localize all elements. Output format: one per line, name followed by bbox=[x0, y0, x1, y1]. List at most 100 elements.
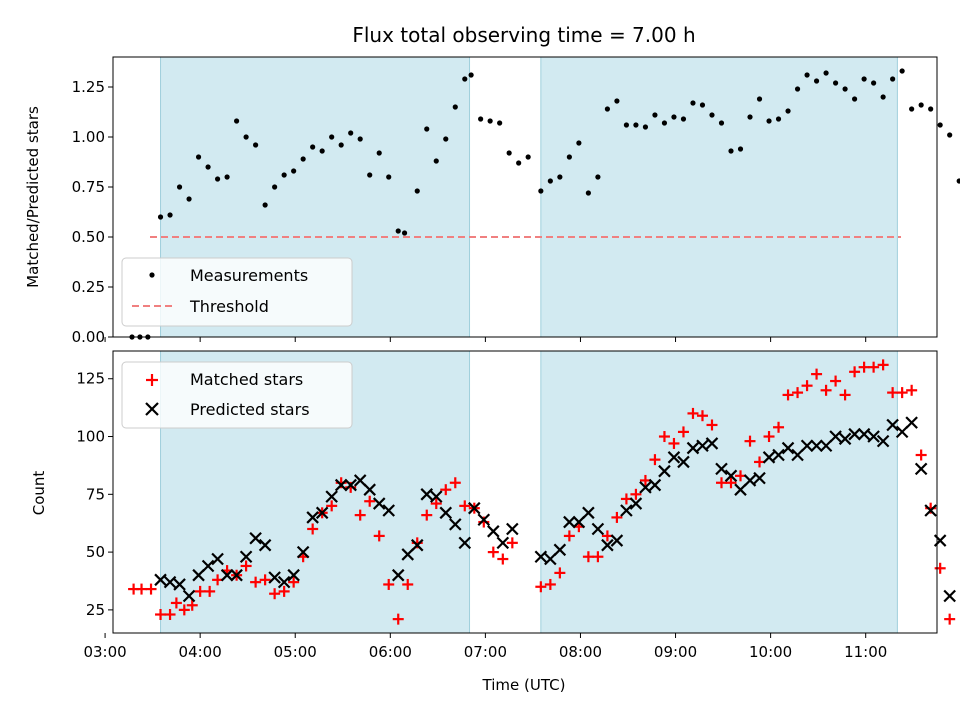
predicted-point-b bbox=[477, 513, 491, 527]
predicted-point bbox=[667, 451, 681, 464]
predicted-point bbox=[696, 439, 709, 453]
measurement-point bbox=[205, 164, 211, 170]
predicted-point-b bbox=[677, 455, 690, 469]
top-legend-box bbox=[121, 257, 353, 327]
predicted-point-b bbox=[686, 441, 700, 455]
matched-point bbox=[868, 361, 880, 373]
predicted-point-b bbox=[829, 430, 842, 443]
predicted-point-b bbox=[895, 425, 909, 439]
legend-matched-label: Matched stars bbox=[190, 370, 303, 389]
bottom-xlabel: Time (UTC) bbox=[482, 676, 566, 694]
measurement-point bbox=[367, 172, 373, 178]
matched-point bbox=[430, 498, 442, 510]
measurement-point bbox=[566, 154, 572, 160]
measurement-point bbox=[195, 154, 202, 160]
matched-point bbox=[811, 368, 823, 380]
matched-point bbox=[915, 449, 927, 461]
bottom-xtick-label: 07:00 bbox=[464, 643, 507, 661]
measurement-point bbox=[775, 116, 782, 122]
predicted-point bbox=[249, 531, 262, 545]
predicted-point-b bbox=[439, 506, 453, 520]
matched-point bbox=[364, 495, 376, 507]
predicted-point-b bbox=[762, 451, 776, 464]
measurement-point bbox=[272, 184, 278, 190]
measurement-point bbox=[899, 68, 905, 74]
measurement-point bbox=[310, 144, 316, 150]
predicted-point bbox=[582, 506, 595, 520]
measurement-point bbox=[794, 86, 801, 92]
predicted-point bbox=[857, 427, 871, 441]
predicted-point bbox=[439, 506, 453, 520]
predicted-point bbox=[306, 511, 319, 524]
predicted-point bbox=[220, 568, 234, 582]
matched-point bbox=[421, 509, 433, 521]
measurement-point bbox=[642, 124, 649, 130]
predicted-point bbox=[772, 448, 785, 462]
measurement-point bbox=[234, 118, 240, 124]
predicted-point-b bbox=[249, 531, 262, 545]
matched-point bbox=[896, 387, 908, 399]
matched-point bbox=[535, 581, 547, 593]
measurement-point bbox=[937, 122, 943, 128]
matched-point bbox=[668, 437, 680, 449]
predicted-point-b bbox=[287, 568, 300, 582]
bottom-xtick-label: 08:00 bbox=[559, 643, 602, 661]
predicted-point-b bbox=[620, 504, 633, 517]
matched-point bbox=[687, 407, 699, 419]
legend-matched-marker bbox=[146, 374, 158, 386]
measurement-point bbox=[861, 76, 867, 82]
predicted-point bbox=[363, 483, 376, 496]
matched-point bbox=[240, 560, 252, 572]
matched-point bbox=[145, 583, 157, 595]
predicted-point bbox=[468, 501, 481, 515]
measurement-point bbox=[487, 118, 493, 124]
predicted-point bbox=[686, 441, 700, 455]
predicted-point bbox=[924, 504, 937, 517]
predicted-point bbox=[848, 427, 861, 441]
measurement-point bbox=[291, 168, 297, 174]
predicted-point-b bbox=[201, 559, 215, 573]
bottom-series-layer bbox=[128, 359, 956, 625]
predicted-point bbox=[838, 432, 852, 446]
predicted-point bbox=[287, 568, 300, 582]
matched-point bbox=[792, 387, 804, 399]
predicted-point-b bbox=[258, 538, 272, 552]
predicted-point-b bbox=[420, 488, 434, 501]
predicted-point bbox=[154, 573, 167, 587]
measurement-point bbox=[478, 116, 484, 122]
predicted-point bbox=[420, 488, 434, 501]
predicted-point bbox=[534, 550, 548, 563]
top-ylabel: Matched/Predicted stars bbox=[24, 106, 42, 288]
matched-point bbox=[440, 484, 452, 496]
predicted-point bbox=[325, 490, 338, 503]
measurement-point bbox=[623, 122, 630, 128]
predicted-point bbox=[943, 589, 956, 603]
predicted-point bbox=[344, 478, 357, 492]
predicted-point bbox=[819, 439, 833, 453]
predicted-point-b bbox=[534, 550, 548, 563]
predicted-point bbox=[658, 464, 671, 478]
predicted-point-b bbox=[658, 464, 671, 478]
matched-point bbox=[649, 454, 661, 466]
predicted-point bbox=[724, 469, 738, 483]
matched-point bbox=[658, 431, 670, 443]
predicted-point bbox=[810, 439, 823, 453]
top-shade-1 bbox=[540, 57, 898, 337]
predicted-point bbox=[458, 536, 472, 550]
predicted-point bbox=[601, 538, 614, 552]
measurement-point bbox=[604, 106, 611, 112]
bottom-ylabel: Count bbox=[30, 471, 48, 516]
measurement-point bbox=[832, 80, 839, 86]
matched-point bbox=[849, 366, 861, 378]
predicted-point bbox=[496, 536, 510, 550]
top-legend: Measurements Threshold bbox=[121, 257, 353, 327]
predicted-point-b bbox=[163, 575, 177, 589]
measurement-point bbox=[690, 100, 696, 106]
predicted-point-b bbox=[772, 448, 785, 462]
top-axes-frame bbox=[112, 56, 938, 338]
predicted-point bbox=[506, 522, 519, 536]
predicted-point bbox=[429, 490, 443, 503]
measurement-point bbox=[157, 214, 164, 220]
top-axis-ticks: 0.00 0.25 0.50 0.75 1.00 1.25 bbox=[72, 78, 867, 346]
predicted-point bbox=[781, 441, 795, 455]
